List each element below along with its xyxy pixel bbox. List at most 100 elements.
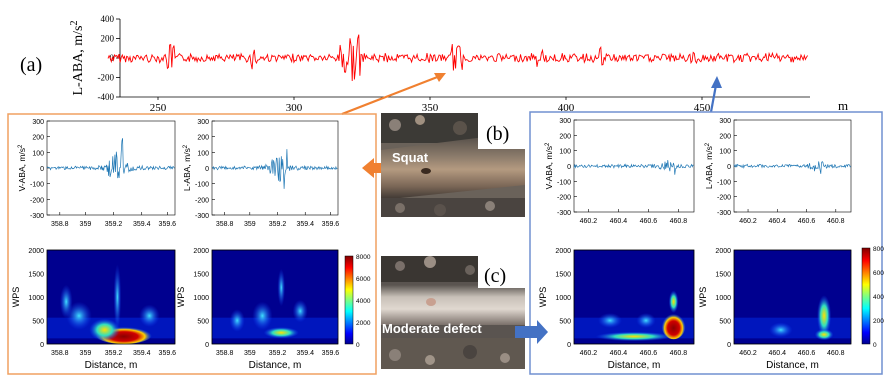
x-tick-label: 359.2 (105, 221, 123, 228)
y-tick-label: 1500 (555, 272, 571, 279)
heatmap-blob (817, 295, 832, 337)
x-tick-label: 359.4 (133, 221, 151, 228)
signal-trace (733, 161, 851, 174)
x-tick-label: 460.2 (739, 218, 757, 225)
photo-b-caption: Squat (392, 150, 429, 165)
y-axis-label: WPS (11, 287, 21, 308)
y-tick-label: 1500 (715, 272, 731, 279)
photo-c-caption: Moderate defect (382, 321, 482, 336)
x-tick-label: 460.2 (580, 350, 598, 357)
orange-left-arrow (362, 158, 381, 178)
x-tick-label: 460.4 (769, 350, 787, 357)
heatmap-blob (263, 327, 299, 339)
y-tick-label: 0 (40, 342, 44, 349)
colorbar-label: 4000 (356, 298, 371, 305)
colorbar-label: 200 (873, 318, 884, 325)
y-tick-label: 1000 (715, 295, 731, 302)
left-wps-l-plot: 2000 1500 1000 500 0 358.8 359 359.2 359.4 359.6 W… (176, 248, 339, 371)
y-tick-label: 1500 (193, 272, 209, 279)
x-tick-label: 460.4 (610, 350, 628, 357)
y-tick-label: 1000 (193, 295, 209, 302)
heatmap-blob (814, 328, 834, 341)
x-tick-label: 359 (80, 221, 92, 228)
left-v-aba-plot: 300 200 100 0 -100 -200 -300 358.8 359 359.2 359.4… (17, 119, 176, 228)
y-tick-label: -300 (30, 213, 44, 220)
top-x-tick-label: 250 (150, 102, 167, 114)
y-tick-label: 0 (567, 342, 571, 349)
left-panel-frame (7, 113, 377, 375)
colorbar-label: 0 (356, 342, 360, 349)
y-tick-label: -100 (717, 179, 731, 186)
y-axis-label: WPS (698, 287, 708, 308)
top-ylabel: L-ABA, m/s2 (69, 21, 86, 96)
y-tick-label: 0 (727, 164, 731, 171)
x-tick-label: 460.2 (580, 218, 598, 225)
y-tick-label: 2000 (193, 248, 209, 255)
y-axis-label: V-ABA, m/s2 (17, 144, 27, 191)
colorbar-label: 400 (873, 294, 884, 301)
top-y-tick-label: -200 (98, 73, 115, 83)
heatmap-blob (598, 312, 622, 329)
colorbar-gradient (861, 247, 871, 345)
top-x-tick-label: 300 (286, 102, 303, 114)
top-y-tick-label: 400 (101, 14, 115, 24)
photo-squat: (b) Squat (381, 113, 525, 217)
plot-border (211, 249, 339, 345)
heatmap-blob (668, 290, 679, 313)
y-tick-label: 500 (559, 319, 571, 326)
y-axis-label: WPS (176, 287, 186, 308)
colorbar-label: 800 (873, 246, 884, 253)
top-x-unit: m (838, 98, 848, 113)
x-tick-label: 358.8 (51, 350, 69, 357)
x-tick-label: 359.6 (322, 350, 340, 357)
y-tick-label: 500 (197, 319, 209, 326)
x-tick-label: 460.8 (827, 218, 845, 225)
y-tick-label: -100 (195, 182, 209, 189)
y-tick-label: 200 (559, 133, 571, 140)
heatmap-blob (252, 301, 273, 330)
x-tick-label: 460.4 (769, 218, 787, 225)
plot-border (46, 249, 176, 345)
heatmap-band (734, 317, 851, 339)
x-tick-label: 359 (244, 221, 256, 228)
right-wps-l-plot: 2000 1500 1000 500 0 460.2 460.4 460.6 460.8 WPS D… (698, 248, 852, 371)
y-tick-label: -200 (717, 195, 731, 202)
y-tick-label: 0 (205, 342, 209, 349)
right-l-aba-plot: 300 200 100 0 -100 -200 -300 460.2 460.4 460.6 460… (704, 118, 852, 225)
x-tick-label: 460.8 (670, 350, 688, 357)
y-tick-label: -200 (30, 197, 44, 204)
y-tick-label: 500 (32, 319, 44, 326)
y-axis-label: WPS (538, 287, 548, 308)
x-tick-label: 359.6 (159, 350, 177, 357)
x-tick-label: 460.6 (640, 218, 658, 225)
blue-right-arrow (515, 320, 548, 344)
heatmap-blob (595, 331, 673, 342)
y-tick-label: 300 (719, 118, 731, 125)
x-tick-label: 460.6 (798, 218, 816, 225)
colorbar-gradient (344, 255, 354, 345)
x-tick-label: 460.4 (610, 218, 628, 225)
heatmap-blob (89, 318, 120, 342)
x-tick-label: 359.2 (105, 350, 123, 357)
heatmap-blob (292, 299, 308, 323)
left-wps-v-plot: 2000 1500 1000 500 0 358.8 359 359.2 359.4 359.6 W… (11, 248, 176, 371)
heatmap-blob (661, 311, 686, 340)
top-x-tick-label: 450 (694, 102, 711, 114)
y-tick-label: 300 (559, 118, 571, 125)
y-tick-label: -100 (30, 182, 44, 189)
top-x-ticks: 250 300 350 400 450 (150, 97, 711, 114)
x-axis-label: Distance, m (85, 360, 138, 371)
plot-border (733, 249, 852, 345)
x-tick-label: 359.4 (296, 221, 314, 228)
panel-label-a: (a) (20, 54, 42, 76)
x-tick-label: 359.2 (269, 221, 287, 228)
heatmap-blob (229, 309, 245, 332)
y-tick-label: 2000 (555, 248, 571, 255)
colorbar-label: 0 (873, 342, 877, 349)
y-tick-label: -200 (195, 197, 209, 204)
signal-trace (573, 159, 694, 175)
heatmap-blob (113, 264, 122, 330)
x-tick-label: 460.6 (640, 350, 658, 357)
photo-b-label: (b) (486, 123, 509, 145)
